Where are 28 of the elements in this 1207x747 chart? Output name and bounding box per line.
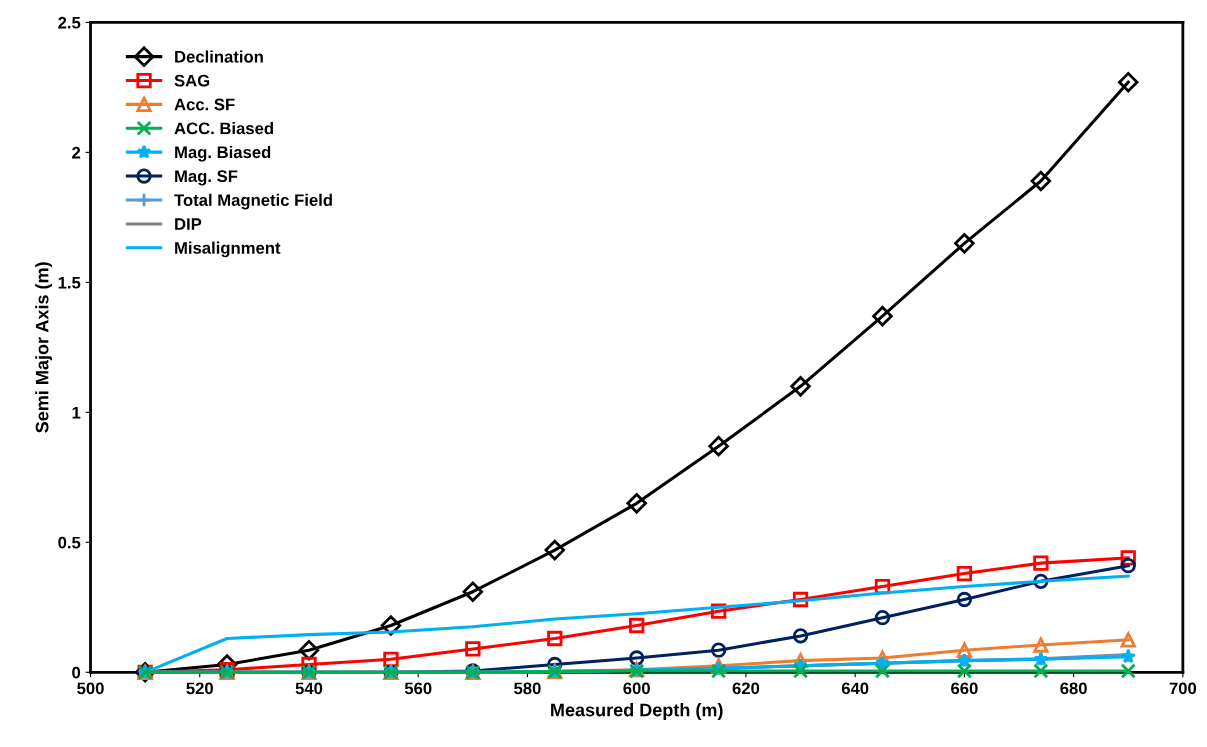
legend-label: ACC. Biased: [174, 122, 273, 135]
x-tick-label: 560: [404, 682, 432, 695]
legend-label: Declination: [175, 50, 263, 63]
x-tick-label: 640: [841, 682, 869, 695]
legend-label: SAG: [174, 74, 210, 87]
y-tick-label: 1.5: [58, 276, 81, 289]
y-tick-label: 1: [72, 406, 81, 419]
legend-label: Total Magnetic Field: [174, 193, 332, 210]
y-tick-label: 2: [72, 146, 81, 159]
y-tick-label: 0: [72, 666, 81, 679]
x-tick-label: 540: [295, 682, 323, 695]
x-tick-label: 700: [1169, 682, 1197, 695]
y-tick-label: 0.5: [58, 536, 81, 549]
x-tick-label: 500: [77, 682, 104, 695]
legend-label: Mag. Biased: [175, 145, 271, 162]
x-tick-label: 680: [1060, 682, 1087, 695]
legend-label: Acc. SF: [174, 98, 235, 111]
legend-label: Mag. SF: [175, 170, 238, 186]
x-tick-label: 520: [186, 682, 213, 695]
legend-label: DIP: [175, 218, 202, 230]
x-tick-label: 580: [514, 682, 541, 695]
x-axis-title: Measured Depth (m): [551, 703, 723, 720]
y-tick-label: 2.5: [58, 16, 81, 29]
x-tick-label: 660: [951, 682, 978, 695]
y-axis-title: Semi Major Axis (m): [35, 262, 53, 433]
x-tick-label: 620: [732, 682, 760, 695]
x-tick-label: 600: [623, 682, 650, 695]
legend-label: Misalignment: [175, 241, 281, 258]
